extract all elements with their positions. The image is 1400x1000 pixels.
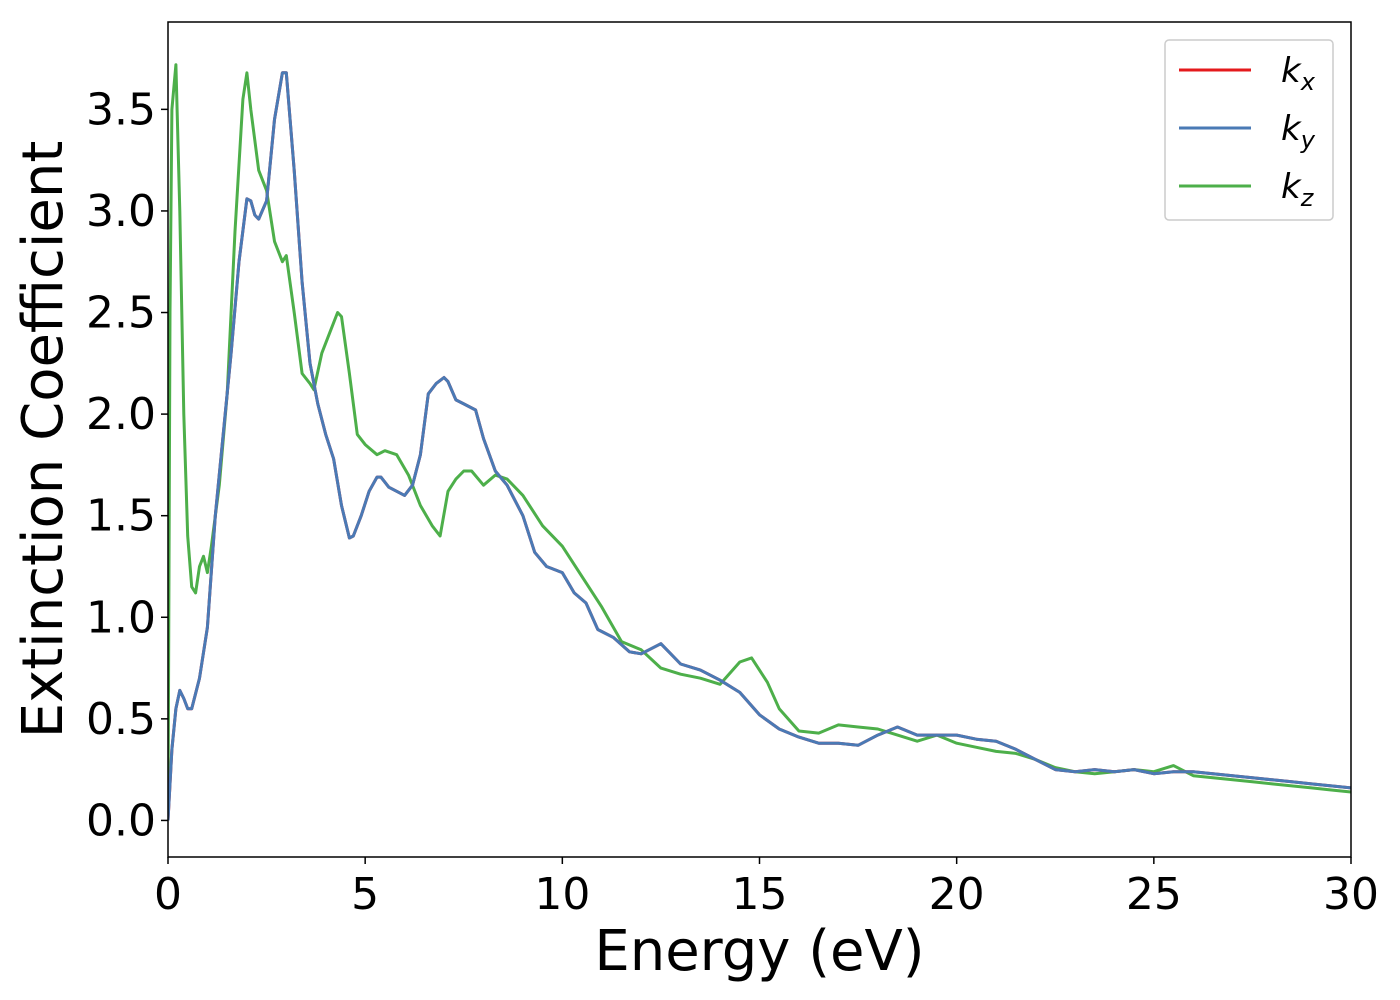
- x-axis-title: Energy (eV): [594, 919, 924, 984]
- x-tick-label: 0: [154, 869, 182, 920]
- y-tick-label: 1.5: [86, 491, 156, 542]
- series-layer: [168, 63, 1351, 821]
- series-line-y: [168, 71, 1351, 821]
- y-tick-label: 0.0: [86, 795, 156, 846]
- y-tick-label: 3.5: [86, 84, 156, 135]
- y-tick-label: 2.5: [86, 288, 156, 339]
- legend-label-z: kz: [1281, 167, 1315, 212]
- x-tick-label: 30: [1323, 869, 1379, 920]
- x-axis-ticks: 0 5 10 15 20 25 30: [154, 857, 1379, 920]
- y-axis-title: Extinction Coefficient: [11, 141, 76, 739]
- x-tick-label: 25: [1126, 869, 1182, 920]
- legend: kx ky kz: [1164, 39, 1334, 221]
- x-tick-label: 10: [534, 869, 590, 920]
- x-tick-label: 15: [732, 869, 788, 920]
- y-tick-label: 0.5: [86, 694, 156, 745]
- x-tick-label: 5: [351, 869, 379, 920]
- legend-box: [1164, 39, 1334, 221]
- legend-label-y: ky: [1281, 109, 1316, 154]
- y-tick-label: 2.0: [86, 389, 156, 440]
- x-tick-label: 20: [929, 869, 985, 920]
- y-axis-ticks: 0.0 0.5 1.0 1.5 2.0 2.5 3.0 3.5: [86, 84, 168, 846]
- legend-label-x: kx: [1281, 51, 1316, 96]
- y-tick-label: 3.0: [86, 186, 156, 237]
- y-tick-label: 1.0: [86, 592, 156, 643]
